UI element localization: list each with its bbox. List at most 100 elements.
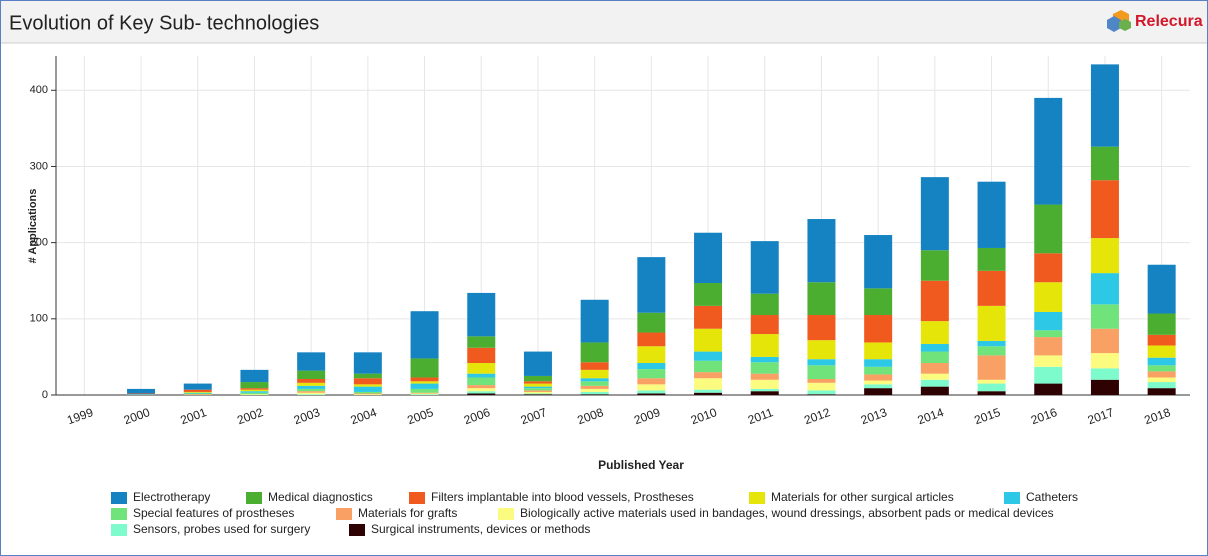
brand-logo: Relecura	[1107, 10, 1203, 32]
bar-segment	[637, 384, 666, 391]
bar-segment	[297, 392, 326, 395]
bar-segment	[864, 235, 893, 289]
bar-segment	[410, 393, 439, 395]
x-tick-label: 2018	[1142, 405, 1172, 427]
bar-segment	[580, 299, 609, 343]
x-tick-label: 2008	[575, 405, 605, 427]
bar-segment	[977, 346, 1006, 356]
bar-segment	[467, 292, 496, 337]
bar-segment	[410, 377, 439, 382]
bar-segment	[750, 334, 779, 357]
header-bar	[1, 1, 1207, 43]
bar-segment	[523, 393, 552, 395]
bar-segment	[637, 312, 666, 333]
bar-segment	[297, 391, 326, 393]
bar-segment	[1090, 368, 1119, 380]
legend-label: Materials for other surgical articles	[771, 490, 954, 504]
bar-segment	[1147, 313, 1176, 335]
bar-segment	[864, 366, 893, 375]
bar-segment	[807, 390, 836, 395]
legend-swatch	[749, 492, 765, 504]
bar-segment	[750, 356, 779, 363]
bar-segment	[183, 389, 212, 392]
bar-segment	[353, 393, 382, 395]
bar-segment	[240, 389, 269, 392]
bar-segment	[864, 315, 893, 343]
legend-swatch	[349, 524, 365, 536]
bar-segment	[637, 363, 666, 370]
bar-segment	[920, 351, 949, 364]
bar-segment	[807, 282, 836, 316]
bar-segment	[467, 363, 496, 374]
x-tick-label: 2010	[689, 405, 719, 427]
legend-swatch	[246, 492, 262, 504]
bar-segment	[580, 378, 609, 382]
bar-segment	[523, 386, 552, 389]
bar-segment	[240, 369, 269, 383]
bar-segment	[127, 394, 156, 395]
bar-segment	[637, 346, 666, 364]
bar-segment	[580, 342, 609, 363]
bar-segment	[1090, 146, 1119, 181]
bar-segment	[1147, 388, 1176, 395]
bar-segment	[1034, 97, 1063, 205]
bar-segment	[467, 391, 496, 394]
bar-segment	[977, 355, 1006, 380]
bar-segment	[580, 388, 609, 392]
bar-segment	[1090, 273, 1119, 305]
x-tick-label: 2013	[859, 405, 889, 427]
bar-segment	[297, 382, 326, 386]
bar-segment	[1090, 180, 1119, 239]
logo-hex	[1107, 16, 1121, 32]
bar-segment	[637, 369, 666, 379]
bar-segment	[694, 372, 723, 379]
bar-segment	[353, 378, 382, 385]
bar-segment	[580, 385, 609, 389]
bar-segment	[297, 352, 326, 371]
bar-segment	[297, 394, 326, 395]
bar-segment	[183, 391, 212, 393]
bar-segment	[410, 358, 439, 378]
bar-segment	[807, 315, 836, 341]
bar-segment	[353, 386, 382, 392]
bar-segment	[183, 392, 212, 394]
bar-segment	[920, 177, 949, 251]
bar-segment	[807, 379, 836, 383]
bar-segment	[1034, 253, 1063, 283]
bar-segment	[1034, 204, 1063, 254]
bar-segment	[1090, 238, 1119, 274]
bar-segment	[127, 393, 156, 395]
bar-segment	[183, 383, 212, 390]
legend-swatch	[1004, 492, 1020, 504]
legend-label: Sensors, probes used for surgery	[133, 522, 310, 536]
logo-hex	[1119, 19, 1131, 31]
x-tick-label: 2006	[462, 405, 492, 427]
x-tick-label: 2011	[746, 405, 775, 427]
bar-segment	[523, 375, 552, 382]
bar-segment	[977, 379, 1006, 384]
y-tick-label: 400	[30, 84, 48, 96]
y-axis-label: # Applications	[27, 189, 39, 264]
bar-segment	[297, 370, 326, 380]
bar-segment	[523, 388, 552, 391]
bar-segment	[637, 332, 666, 347]
bar-segment	[353, 391, 382, 394]
bar-segment	[807, 359, 836, 366]
bar-segment	[864, 388, 893, 395]
bar-segment	[1034, 330, 1063, 338]
legend-label: Surgical instruments, devices or methods	[371, 522, 590, 536]
bar-segment	[637, 393, 666, 395]
bar-segment	[920, 343, 949, 352]
x-tick-label: 2000	[122, 405, 152, 427]
bar-segment	[183, 394, 212, 395]
bar-segment	[920, 363, 949, 374]
bar-segment	[1147, 377, 1176, 383]
legend-swatch	[111, 492, 127, 504]
x-tick-label: 2016	[1029, 405, 1059, 427]
bar-segment	[410, 311, 439, 359]
bar-segment	[523, 381, 552, 384]
bar-segment	[410, 381, 439, 384]
bar-segment	[694, 328, 723, 352]
bar-segment	[353, 394, 382, 395]
bar-segment	[920, 280, 949, 322]
